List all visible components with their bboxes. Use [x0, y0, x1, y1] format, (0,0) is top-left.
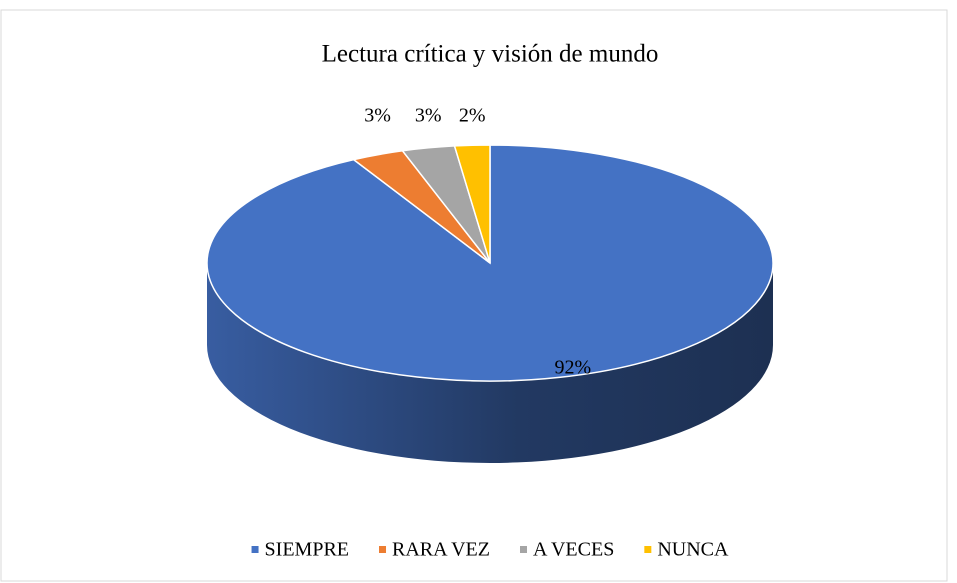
- legend-label: A VECES: [533, 539, 614, 561]
- legend-label: NUNCA: [657, 539, 729, 561]
- pie-slice: [453, 144, 491, 264]
- legend-swatch: [644, 546, 652, 553]
- legend-swatch: [251, 546, 259, 553]
- legend-swatch: [520, 546, 527, 553]
- legend-label: SIEMPRE: [265, 539, 349, 561]
- legend: SIEMPRE RARA VEZ A VECES NUNCA: [251, 539, 729, 561]
- legend-label: RARA VEZ: [392, 539, 490, 561]
- chart-title: Lectura crítica y visión de mundo: [322, 41, 659, 68]
- data-label: 3%: [364, 105, 391, 127]
- legend-swatch: [379, 546, 387, 553]
- pie-side: [207, 263, 773, 463]
- data-label: 2%: [459, 105, 486, 127]
- data-label: 3%: [415, 105, 442, 127]
- data-label: 92%: [554, 356, 591, 378]
